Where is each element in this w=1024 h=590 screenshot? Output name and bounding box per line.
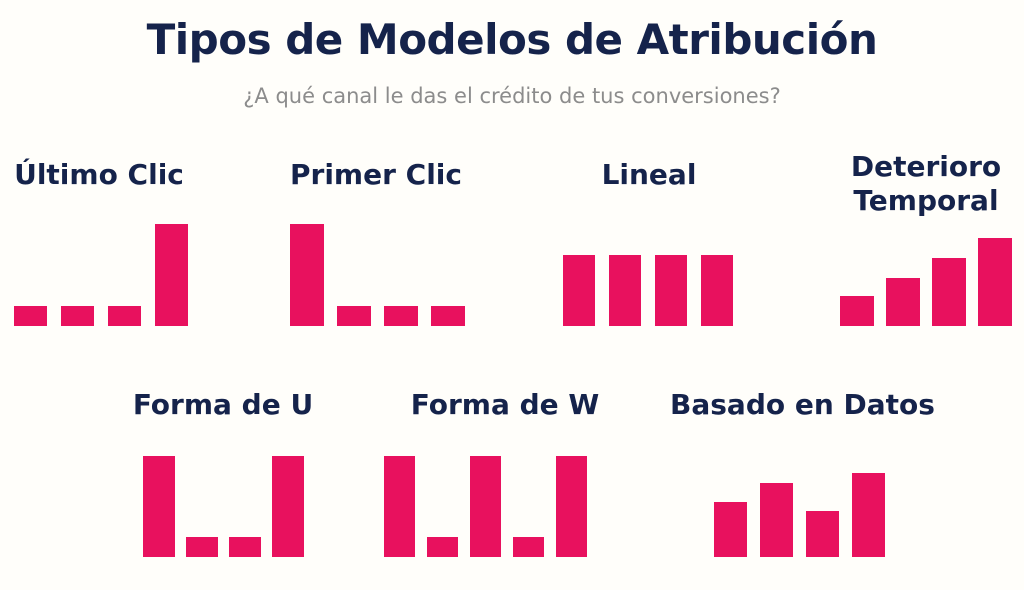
bar-chart-basado-en-datos — [714, 456, 885, 557]
bar — [806, 510, 839, 557]
bar-chart-forma-de-w — [384, 456, 587, 557]
bar — [563, 254, 595, 326]
bar — [61, 305, 94, 326]
bar — [384, 456, 415, 557]
bar — [272, 456, 304, 557]
chart-title-ultimo-clic: Último Clic — [14, 158, 184, 191]
bar — [337, 305, 371, 326]
bar-chart-deterioro-temporal — [840, 224, 1012, 326]
bar — [108, 305, 141, 326]
bar — [186, 536, 218, 557]
bar — [384, 305, 418, 326]
chart-title-primer-clic: Primer Clic — [290, 158, 462, 191]
bar — [655, 254, 687, 326]
bar — [840, 296, 874, 326]
chart-title-forma-de-w: Forma de W — [410, 388, 600, 421]
bar — [932, 257, 966, 326]
bar — [143, 456, 175, 557]
bar — [229, 536, 261, 557]
page-subtitle: ¿A qué canal le das el crédito de tus co… — [243, 84, 781, 108]
chart-title-forma-de-u: Forma de U — [132, 388, 314, 421]
bar — [14, 305, 47, 326]
bar — [760, 483, 793, 557]
chart-title-lineal: Lineal — [601, 158, 697, 191]
page-title: Tipos de Modelos de Atribución — [146, 15, 878, 64]
bar — [290, 224, 324, 326]
bar-chart-lineal — [563, 224, 733, 326]
bar — [714, 502, 747, 557]
bar — [886, 278, 920, 326]
bar — [978, 238, 1012, 326]
bar — [513, 536, 544, 557]
bar — [609, 254, 641, 326]
bar-chart-primer-clic — [290, 224, 465, 326]
bar-chart-ultimo-clic — [14, 224, 188, 326]
bar — [470, 456, 501, 557]
bar — [556, 456, 587, 557]
chart-title-basado-en-datos: Basado en Datos — [670, 388, 935, 421]
bar — [431, 305, 465, 326]
chart-title-deterioro-temporal: Deterioro Temporal — [850, 150, 1002, 217]
bar — [852, 473, 885, 557]
bar-chart-forma-de-u — [143, 456, 304, 557]
bar — [427, 536, 458, 557]
bar — [155, 224, 188, 326]
bar — [701, 254, 733, 326]
